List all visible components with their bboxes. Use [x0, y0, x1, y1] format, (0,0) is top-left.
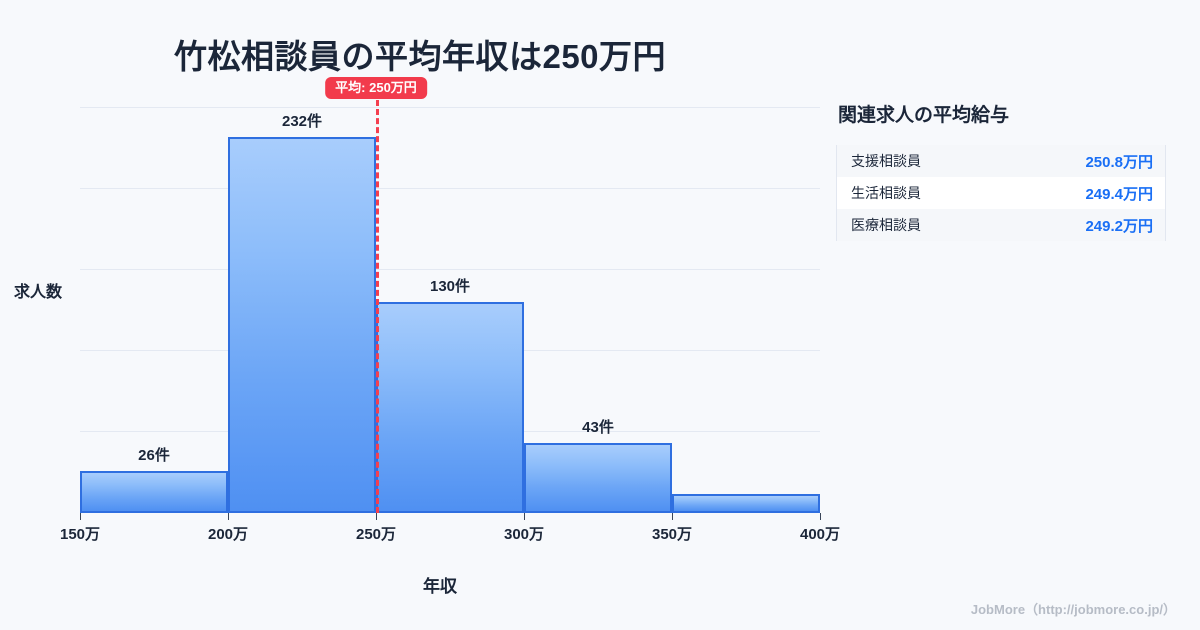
- table-row[interactable]: 支援相談員 250.8万円: [837, 145, 1165, 177]
- x-axis-tick-label: 300万: [503, 526, 545, 543]
- histogram-bar: [524, 443, 672, 513]
- x-axis-tick: [228, 513, 229, 520]
- x-axis-tick-label: 150万: [59, 526, 101, 543]
- plot-area: 26件 232件 130件 43件 150万 200万 250万 300万 350万 400万 平均…: [60, 77, 840, 543]
- x-axis-tick: [672, 513, 673, 520]
- mean-line: [376, 100, 379, 513]
- x-axis-tick: [376, 513, 377, 520]
- histogram-bar: [672, 493, 820, 513]
- x-axis-tick: [820, 513, 821, 520]
- histogram-bar: [80, 470, 228, 513]
- x-axis-tick: [524, 513, 525, 520]
- average-salary-cell: 249.4万円: [1085, 185, 1153, 203]
- mean-badge: 平均: 250万円: [325, 77, 427, 99]
- related-salary-table: 支援相談員 250.8万円生活相談員 249.4万円医療相談員 249.2万円: [836, 145, 1166, 241]
- job-title-cell: 医療相談員: [851, 217, 921, 233]
- bar-value-label: 130件: [429, 278, 471, 296]
- x-axis-tick-label: 250万: [355, 526, 397, 543]
- y-axis-title: 求人数: [14, 284, 63, 301]
- x-axis-tick: [80, 513, 81, 520]
- gridline: [80, 269, 820, 271]
- histogram-bar: [228, 137, 376, 513]
- histogram-chart: 求人数 26件 232件 130件 43件 150万 200万 250万 300万 350万 40…: [14, 77, 840, 596]
- histogram-bar: [376, 302, 524, 513]
- table-row[interactable]: 医療相談員 249.2万円: [837, 209, 1165, 241]
- gridline: [80, 107, 820, 109]
- average-salary-cell: 250.8万円: [1085, 153, 1153, 171]
- bar-value-label: 26件: [138, 446, 170, 464]
- table-row[interactable]: 生活相談員 249.4万円: [837, 177, 1165, 209]
- bar-value-label: 43件: [582, 419, 614, 437]
- related-salary-panel: 関連求人の平均給与 支援相談員 250.8万円生活相談員 249.4万円医療相談員 2…: [836, 100, 1166, 241]
- x-axis-title: 年収: [423, 577, 457, 596]
- page-title: 竹松相談員の平均年収は250万円: [173, 38, 667, 75]
- related-salary-heading: 関連求人の平均給与: [838, 105, 1010, 126]
- average-salary-cell: 249.2万円: [1085, 217, 1153, 235]
- watermark: JobMore（http://jobmore.co.jp/）: [970, 602, 1176, 617]
- job-title-cell: 支援相談員: [851, 153, 921, 169]
- x-axis-tick-label: 350万: [651, 526, 693, 543]
- x-axis-tick-label: 400万: [799, 526, 841, 543]
- job-title-cell: 生活相談員: [851, 185, 921, 201]
- gridline: [80, 188, 820, 190]
- x-axis-tick-label: 200万: [207, 526, 249, 543]
- bar-value-label: 232件: [281, 113, 323, 131]
